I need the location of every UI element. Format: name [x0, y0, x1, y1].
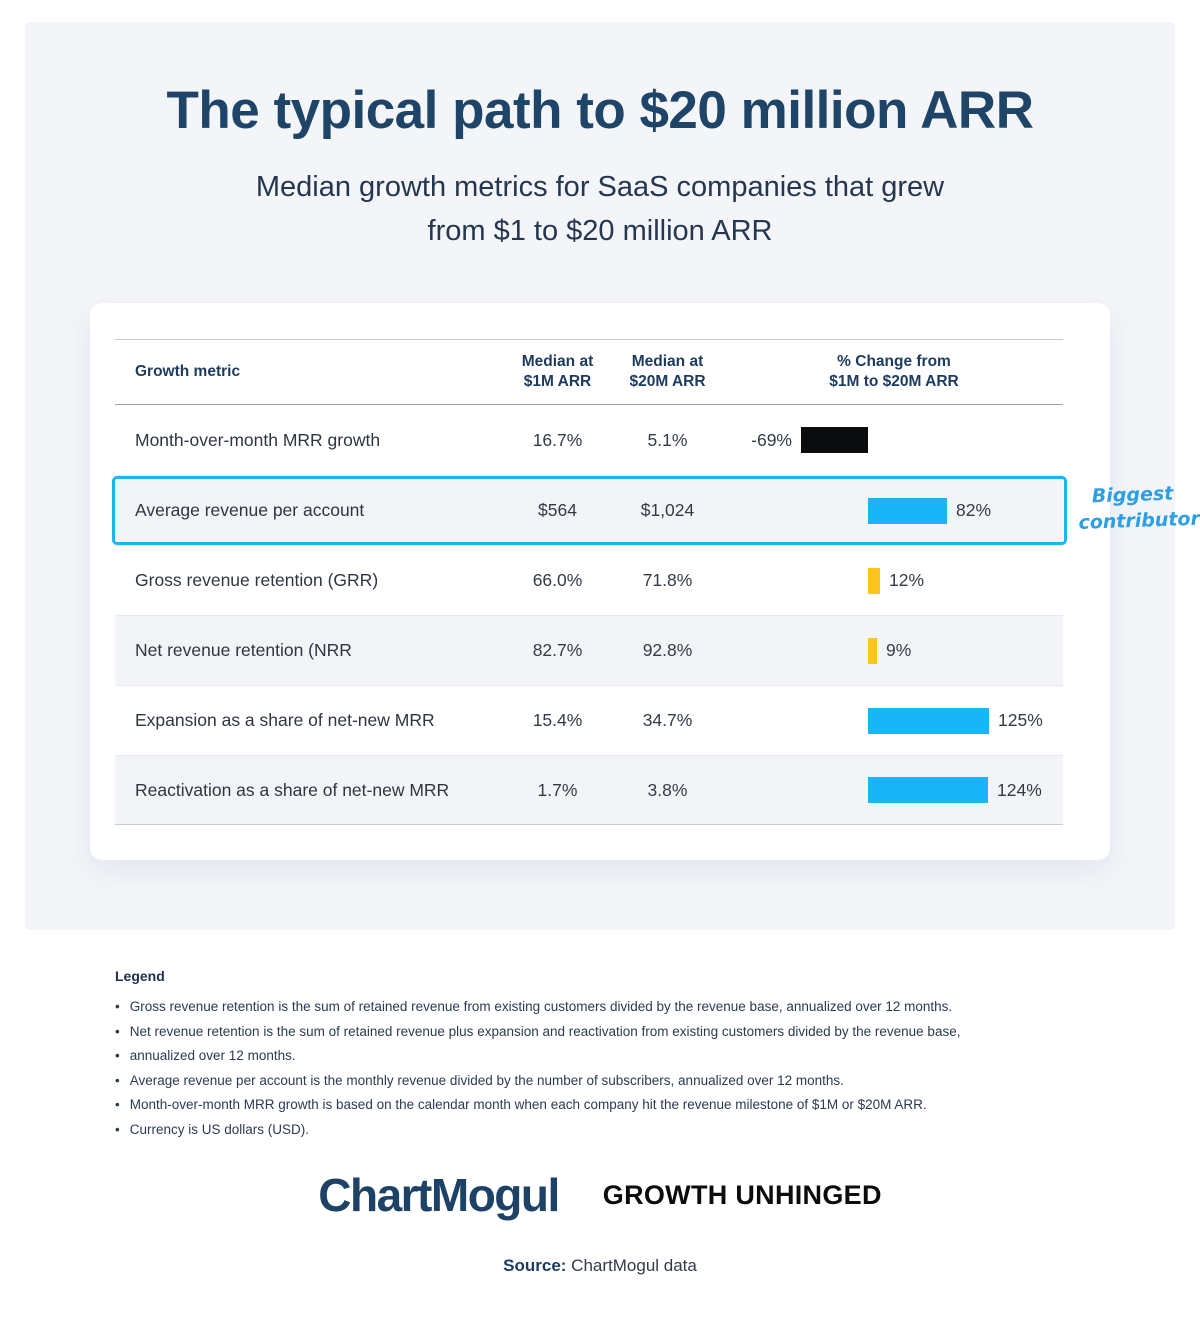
table-row: Net revenue retention (NRR 82.7% 92.8% 9…: [115, 615, 1063, 685]
median-20m-value: 71.8%: [642, 570, 693, 590]
legend-item: • annualized over 12 months.: [115, 1044, 1105, 1069]
change-bar: [801, 427, 868, 453]
median-1m-value: 66.0%: [532, 570, 583, 590]
bullet-icon: •: [115, 1121, 120, 1137]
hero-panel: The typical path to $20 million ARR Medi…: [25, 22, 1200, 930]
median-20m-value: 34.7%: [642, 710, 693, 730]
bullet-icon: •: [115, 1072, 120, 1088]
metric-label: Net revenue retention (NRR: [135, 640, 352, 660]
page-title: The typical path to $20 million ARR: [166, 81, 1034, 140]
change-bar: [868, 637, 877, 664]
table-header-row: Growth metric Median at $1M ARR Median a…: [115, 339, 1063, 405]
bullet-icon: •: [115, 1023, 120, 1039]
biggest-contributor-annotation: Biggest contributor: [1078, 482, 1200, 534]
brand-row: ChartMogul GROWTH UNHINGED: [0, 1168, 1200, 1222]
legend-item: • Month-over-month MRR growth is based on…: [115, 1093, 1105, 1118]
change-bar: [868, 567, 880, 594]
change-value-label: 9%: [886, 640, 912, 660]
column-header-growth-metric: Growth metric: [135, 362, 241, 380]
legend-item: • Net revenue retention is the sum of ret…: [115, 1020, 1105, 1045]
growth-unhinged-wordmark: GROWTH UNHINGED: [602, 1179, 882, 1210]
column-header-pct-change: % Change from $1M to $20M ARR: [829, 352, 959, 390]
median-1m-value: 82.7%: [532, 640, 583, 660]
page-subtitle-line1: Median growth metrics for SaaS companies…: [255, 171, 945, 203]
change-bar: [868, 707, 989, 734]
legend-item: • Gross revenue retention is the sum of r…: [115, 995, 1105, 1020]
legend-item: • Average revenue per account is the mont…: [115, 1069, 1105, 1094]
table-row: Expansion as a share of net-new MRR 15.4…: [115, 685, 1063, 755]
change-value-label: -69%: [751, 429, 792, 450]
change-bar: [868, 497, 947, 524]
median-20m-value: 3.8%: [647, 779, 688, 800]
table-row: Gross revenue retention (GRR) 66.0% 71.8…: [115, 545, 1063, 615]
change-cell: 9%: [725, 616, 1063, 685]
change-bar: [868, 777, 988, 803]
legend-item: • Currency is US dollars (USD).: [115, 1118, 1105, 1143]
table-row-highlighted: Average revenue per account $564 $1,024 …: [112, 475, 1067, 545]
metric-label: Reactivation as a share of net-new MRR: [135, 779, 450, 800]
column-header-median-20m: Median at $20M ARR: [629, 352, 706, 390]
median-20m-value: $1,024: [640, 500, 695, 520]
metric-label: Gross revenue retention (GRR): [135, 570, 379, 590]
median-1m-value: 1.7%: [537, 779, 578, 800]
table-row: Month-over-month MRR growth 16.7% 5.1% -…: [115, 405, 1063, 475]
change-value-label: 12%: [889, 570, 925, 590]
median-20m-value: 5.1%: [647, 429, 688, 450]
metrics-card: Growth metric Median at $1M ARR Median a…: [90, 303, 1110, 860]
change-cell: 12%: [725, 546, 1063, 615]
metric-label: Month-over-month MRR growth: [135, 429, 381, 450]
change-cell: 124%: [725, 756, 1063, 824]
change-value-label: 125%: [998, 710, 1043, 730]
change-value-label: 124%: [997, 779, 1042, 800]
source-line: Source: ChartMogul data: [0, 1256, 1200, 1276]
metric-label: Expansion as a share of net-new MRR: [135, 710, 435, 730]
chartmogul-logo: ChartMogul: [318, 1169, 560, 1221]
column-header-median-1m: Median at $1M ARR: [521, 352, 594, 390]
median-1m-value: 15.4%: [532, 710, 583, 730]
median-1m-value: $564: [538, 500, 577, 520]
page-subtitle: Median growth metrics for SaaS companies…: [25, 165, 1175, 253]
metric-label: Average revenue per account: [135, 500, 365, 520]
source-label: Source:: [503, 1256, 567, 1275]
change-cell: -69%: [725, 405, 1063, 475]
change-value-label: 82%: [956, 500, 992, 520]
table-row: Reactivation as a share of net-new MRR 1…: [115, 755, 1063, 825]
bullet-icon: •: [115, 999, 120, 1014]
legend-section: Legend • Gross revenue retention is the s…: [115, 968, 1105, 1142]
median-1m-value: 16.7%: [532, 429, 583, 450]
change-cell: 125%: [725, 686, 1063, 755]
median-20m-value: 92.8%: [642, 640, 693, 660]
source-text: ChartMogul data: [571, 1256, 697, 1275]
change-cell: 82%: [725, 476, 1063, 545]
bullet-icon: •: [115, 1048, 120, 1063]
legend-title: Legend: [115, 968, 165, 984]
bullet-icon: •: [115, 1097, 120, 1112]
page-subtitle-line2: from $1 to $20 million ARR: [427, 215, 773, 247]
